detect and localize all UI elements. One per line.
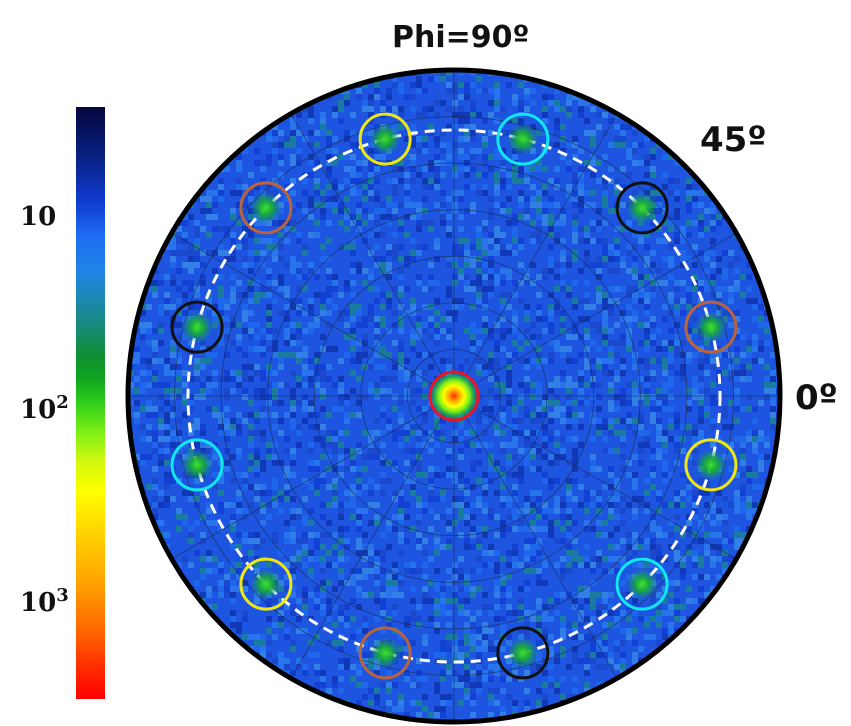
colorbar-tick-10: 10 bbox=[20, 202, 57, 232]
diffraction-spot bbox=[506, 636, 539, 669]
spot-marker bbox=[170, 300, 224, 354]
spot-marker bbox=[684, 300, 738, 354]
spot-marker bbox=[170, 438, 224, 492]
spot-marker bbox=[496, 626, 550, 680]
plot-outline bbox=[125, 67, 783, 725]
diffraction-spot bbox=[181, 448, 214, 481]
diffraction-spot bbox=[506, 123, 539, 156]
diffraction-spot bbox=[369, 123, 402, 156]
colorbar-tick-1000: 103 bbox=[20, 585, 69, 618]
colorbar-tick-100: 102 bbox=[20, 392, 69, 425]
spot-marker bbox=[615, 181, 669, 235]
spot-marker bbox=[358, 626, 412, 680]
diffraction-spot bbox=[249, 191, 282, 224]
center-spot bbox=[428, 370, 480, 422]
diffraction-spot bbox=[694, 448, 727, 481]
diffraction-spot bbox=[369, 636, 402, 669]
angle-label-0: 0º bbox=[795, 378, 838, 418]
spot-marker bbox=[358, 112, 412, 166]
diffraction-spot bbox=[181, 311, 214, 344]
spot-marker bbox=[615, 557, 669, 611]
dashed-reference-ring bbox=[186, 128, 722, 664]
chart-title: Phi=90º bbox=[392, 20, 530, 55]
colorbar bbox=[76, 107, 105, 699]
angle-label-45: 45º bbox=[700, 120, 767, 160]
spot-marker bbox=[684, 438, 738, 492]
diffraction-spot bbox=[626, 191, 659, 224]
center-spot-marker bbox=[428, 370, 480, 422]
spot-marker bbox=[239, 181, 293, 235]
diffraction-spot bbox=[249, 568, 282, 601]
diffraction-spot bbox=[694, 311, 727, 344]
diffraction-spot bbox=[626, 568, 659, 601]
spot-marker bbox=[239, 557, 293, 611]
spot-marker bbox=[496, 112, 550, 166]
